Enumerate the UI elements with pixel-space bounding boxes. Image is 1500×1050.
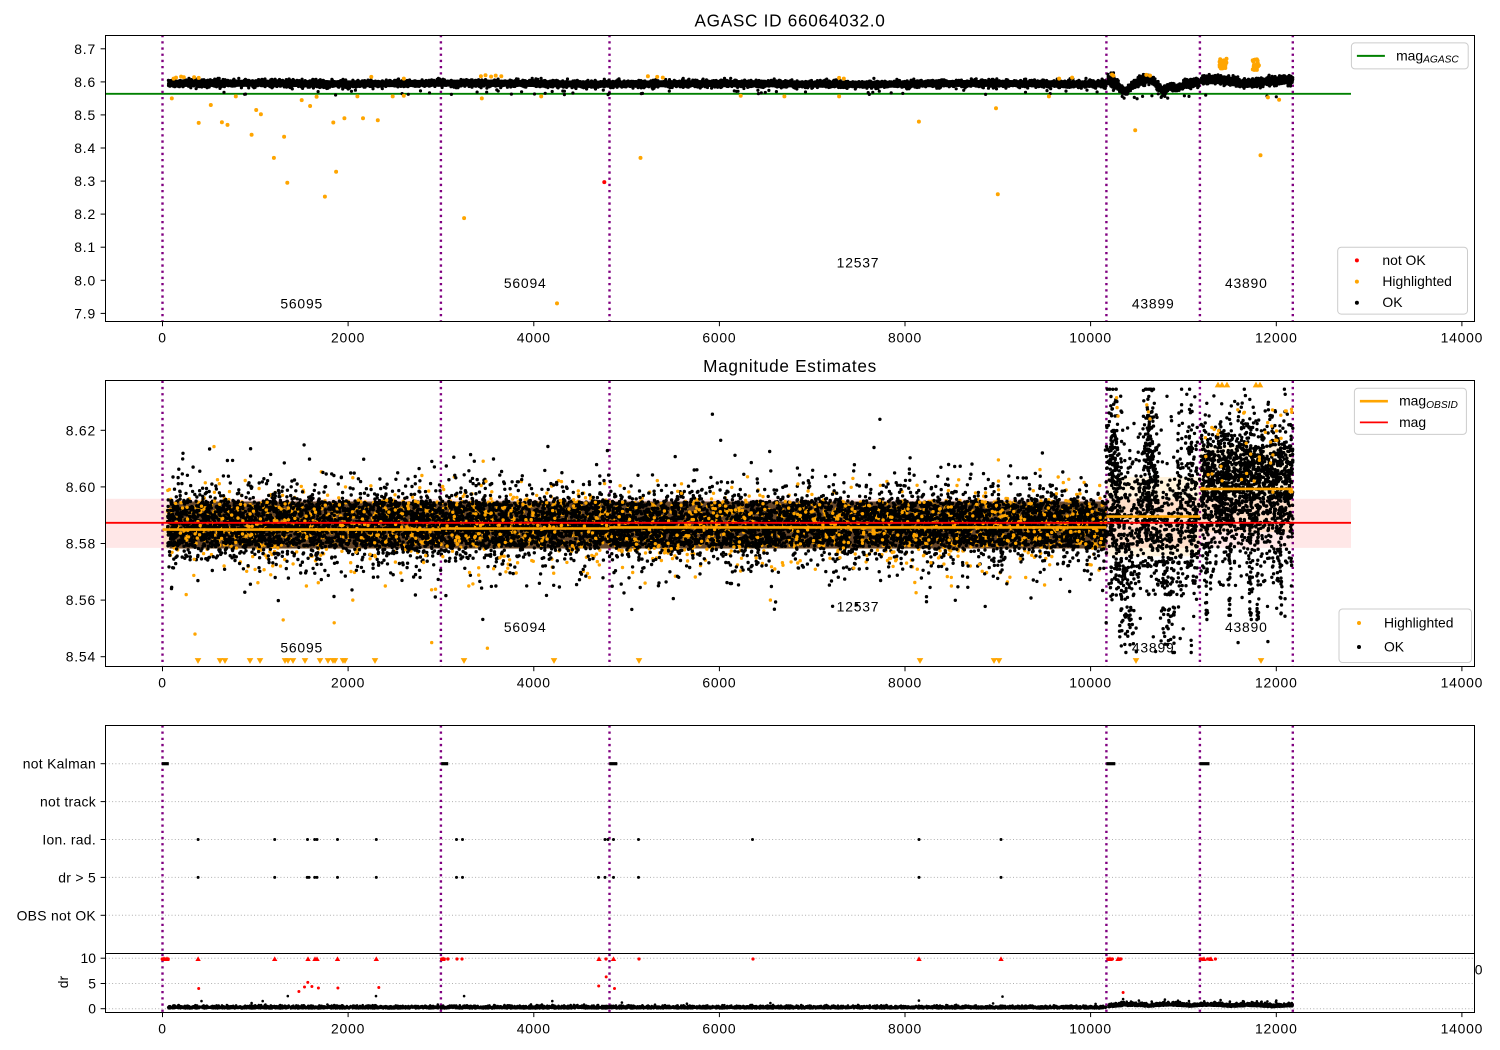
svg-text:43890: 43890 — [1225, 619, 1268, 635]
svg-text:OBS not OK: OBS not OK — [17, 907, 97, 923]
svg-text:dr: dr — [55, 975, 71, 988]
svg-text:56094: 56094 — [504, 619, 547, 635]
svg-text:mag: mag — [1399, 414, 1426, 430]
svg-text:8.2: 8.2 — [74, 206, 96, 222]
svg-text:43899: 43899 — [1132, 640, 1175, 656]
svg-text:0: 0 — [1475, 962, 1483, 978]
svg-text:8.60: 8.60 — [66, 479, 96, 495]
svg-text:4000: 4000 — [517, 330, 551, 346]
svg-text:43890: 43890 — [1225, 275, 1268, 291]
svg-text:14000: 14000 — [1441, 675, 1484, 691]
svg-text:AGASC ID 66064032.0: AGASC ID 66064032.0 — [694, 11, 885, 31]
svg-text:8.7: 8.7 — [74, 41, 96, 57]
svg-text:8000: 8000 — [888, 1021, 922, 1037]
svg-text:Highlighted: Highlighted — [1384, 615, 1454, 631]
svg-text:56095: 56095 — [280, 640, 323, 656]
svg-text:12000: 12000 — [1255, 675, 1298, 691]
svg-text:6000: 6000 — [702, 675, 736, 691]
svg-text:4000: 4000 — [517, 675, 551, 691]
svg-text:Highlighted: Highlighted — [1382, 273, 1452, 289]
svg-text:dr > 5: dr > 5 — [58, 869, 96, 885]
svg-text:56094: 56094 — [504, 275, 547, 291]
svg-text:Ion. rad.: Ion. rad. — [42, 832, 96, 848]
svg-text:10000: 10000 — [1069, 675, 1112, 691]
svg-text:8.5: 8.5 — [74, 107, 96, 123]
svg-text:2000: 2000 — [331, 675, 365, 691]
svg-text:12537: 12537 — [837, 599, 880, 615]
svg-text:7.9: 7.9 — [74, 305, 96, 321]
svg-text:2000: 2000 — [331, 1021, 365, 1037]
svg-text:0: 0 — [158, 675, 167, 691]
svg-text:10000: 10000 — [1069, 330, 1112, 346]
svg-text:43899: 43899 — [1132, 296, 1175, 312]
svg-text:8.0: 8.0 — [74, 272, 96, 288]
svg-text:8.3: 8.3 — [74, 173, 96, 189]
svg-text:Magnitude Estimates: Magnitude Estimates — [703, 356, 877, 376]
svg-text:8000: 8000 — [888, 675, 922, 691]
svg-text:2000: 2000 — [331, 330, 365, 346]
svg-text:not Kalman: not Kalman — [23, 756, 96, 772]
svg-text:8.54: 8.54 — [66, 649, 96, 665]
svg-text:8.4: 8.4 — [74, 140, 96, 156]
svg-text:5: 5 — [88, 976, 96, 992]
svg-text:OK: OK — [1384, 639, 1405, 655]
svg-text:OK: OK — [1382, 294, 1403, 310]
svg-text:not track: not track — [40, 794, 96, 810]
svg-text:0: 0 — [158, 1021, 167, 1037]
svg-text:14000: 14000 — [1441, 1021, 1484, 1037]
svg-text:8.1: 8.1 — [74, 239, 96, 255]
svg-text:8.58: 8.58 — [66, 536, 96, 552]
svg-text:8.62: 8.62 — [66, 422, 96, 438]
svg-text:6000: 6000 — [702, 330, 736, 346]
svg-text:56095: 56095 — [280, 296, 323, 312]
svg-text:12000: 12000 — [1255, 1021, 1298, 1037]
svg-text:14000: 14000 — [1441, 330, 1484, 346]
svg-text:4000: 4000 — [517, 1021, 551, 1037]
svg-text:0: 0 — [158, 330, 167, 346]
svg-text:10000: 10000 — [1069, 1021, 1112, 1037]
svg-text:12537: 12537 — [837, 255, 880, 271]
svg-text:not OK: not OK — [1382, 252, 1426, 268]
svg-text:6000: 6000 — [702, 1021, 736, 1037]
svg-text:8.56: 8.56 — [66, 592, 96, 608]
svg-text:8000: 8000 — [888, 330, 922, 346]
svg-text:8.6: 8.6 — [74, 74, 96, 90]
svg-text:12000: 12000 — [1255, 330, 1298, 346]
svg-text:0: 0 — [88, 1001, 96, 1017]
svg-text:10: 10 — [81, 950, 97, 966]
